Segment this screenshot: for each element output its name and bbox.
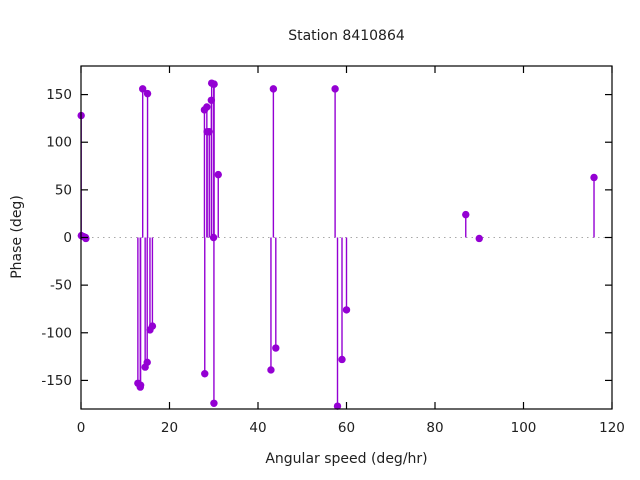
data-point-marker: [269, 85, 278, 93]
y-tick-label: 100: [46, 135, 72, 151]
x-tick-label: 40: [249, 420, 266, 436]
y-tick-label: 0: [63, 230, 72, 246]
y-tick-label: -150: [41, 373, 72, 389]
x-tick-label: 100: [511, 420, 537, 436]
data-point-marker: [214, 170, 222, 179]
data-point-marker: [272, 344, 280, 352]
data-point-marker: [138, 85, 147, 93]
y-tick-label: -50: [50, 278, 72, 294]
y-tick-label: 150: [46, 87, 72, 103]
data-point-marker: [462, 210, 470, 219]
data-point-marker: [201, 370, 209, 378]
data-point-marker: [210, 80, 218, 88]
x-tick-label: 20: [161, 420, 178, 436]
chart-title: Station 8410864: [288, 28, 405, 44]
data-point-marker: [333, 402, 342, 410]
x-axis-label: Angular speed (deg/hr): [265, 451, 428, 467]
data-point-marker: [207, 96, 216, 105]
y-tick-label: -100: [41, 325, 72, 341]
data-point-marker: [342, 306, 351, 314]
data-point-marker: [148, 322, 157, 330]
x-tick-label: 120: [599, 420, 625, 436]
x-tick-label: 0: [77, 420, 86, 436]
data-point-marker: [205, 128, 213, 136]
data-point-marker: [203, 103, 211, 111]
data-point-marker: [590, 173, 598, 182]
data-point-marker: [210, 399, 218, 407]
data-point-marker: [209, 233, 218, 242]
data-point-marker: [143, 358, 151, 367]
x-tick-label: 80: [426, 420, 443, 436]
y-tick-label: 50: [55, 182, 72, 198]
data-point-marker: [82, 234, 90, 243]
data-point-marker: [331, 85, 339, 93]
x-tick-label: 60: [338, 420, 355, 436]
data-point-marker: [143, 89, 152, 98]
data-point-marker: [267, 366, 275, 374]
data-point-marker: [475, 234, 483, 243]
data-point-marker: [338, 355, 346, 364]
data-point-marker: [136, 381, 145, 389]
